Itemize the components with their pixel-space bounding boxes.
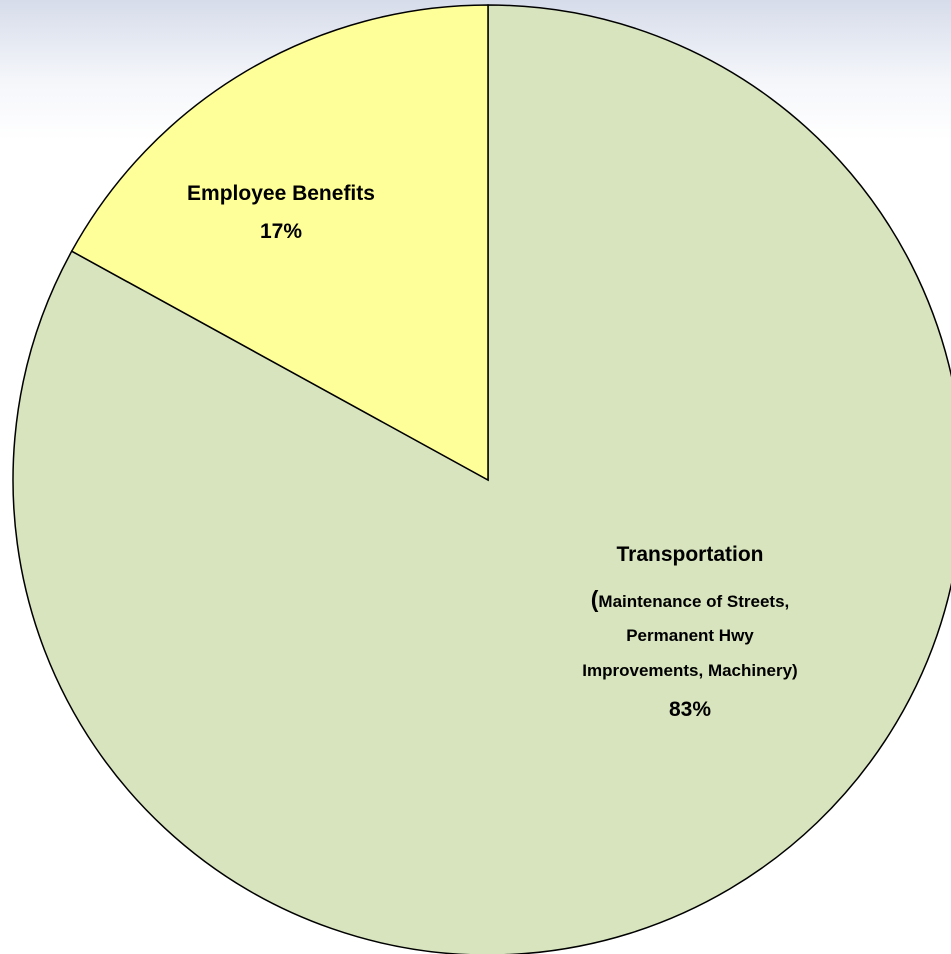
employee-benefits-label: Employee Benefits [187, 182, 375, 205]
pie-slices [12, 4, 951, 954]
transportation-detail-open-paren: ( [591, 586, 599, 612]
label-transportation: Transportation (Maintenance of Streets, … [582, 543, 797, 721]
transportation-detail-text-1: Maintenance of Streets, [598, 592, 789, 611]
employee-benefits-percent: 17% [260, 220, 302, 243]
pie-slice-transportation [12, 4, 951, 954]
pie-slice-employee-benefits [70, 4, 489, 482]
transportation-detail-line-3: Improvements, Machinery) [582, 661, 797, 680]
transportation-detail-line-1: (Maintenance of Streets, [591, 586, 790, 612]
label-employee-benefits: Employee Benefits 17% [187, 182, 375, 243]
transportation-detail-line-2: Permanent Hwy [626, 626, 754, 645]
transportation-percent: 83% [669, 698, 711, 721]
transportation-label: Transportation [616, 543, 763, 566]
